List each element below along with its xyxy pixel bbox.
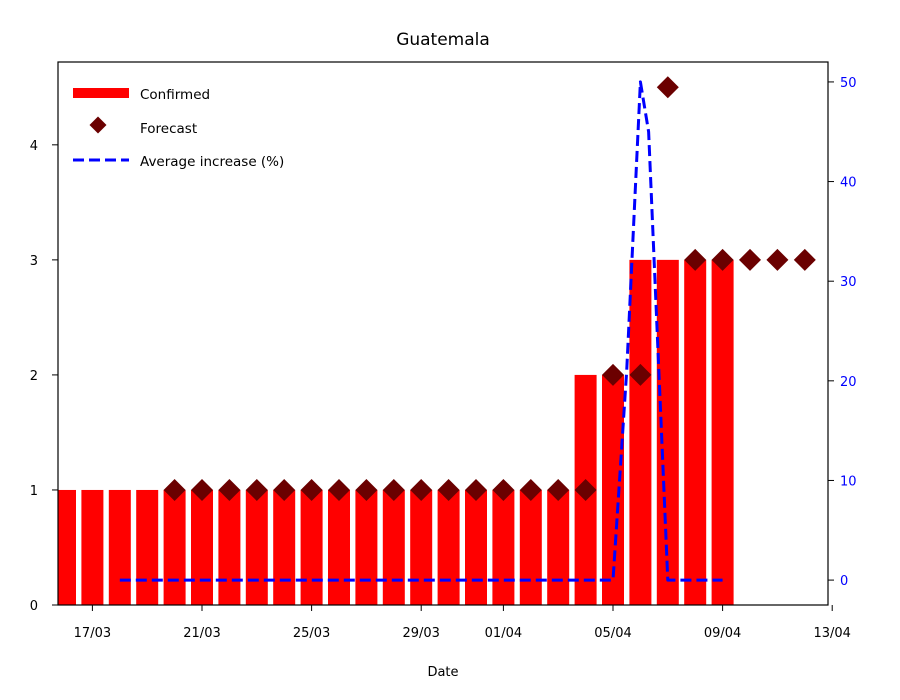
forecast-marker (191, 478, 213, 501)
forecast-markers (163, 76, 816, 501)
forecast-marker (574, 478, 597, 501)
x-axis-label: Date (427, 665, 458, 680)
average-increase-line-group (119, 80, 723, 582)
confirmed-bar (300, 489, 323, 605)
confirmed-bar (81, 489, 104, 605)
confirmed-bar (629, 259, 652, 605)
forecast-marker (410, 478, 433, 501)
forecast-marker (273, 478, 296, 501)
forecast-marker (465, 478, 487, 501)
confirmed-bar (519, 489, 542, 605)
confirmed-bar (191, 489, 213, 605)
confirmed-bar (163, 489, 186, 605)
y-axis-left: 0 1 2 3 4 (30, 139, 58, 614)
average-increase-line (119, 80, 723, 582)
legend-confirmed-label: Confirmed (140, 87, 210, 103)
x-tick-label: 01/04 (485, 626, 522, 641)
legend: Confirmed Forecast Average increase (%) (73, 87, 284, 170)
x-tick-label: 13/04 (813, 626, 850, 641)
forecast-marker (492, 478, 515, 501)
legend-confirmed-swatch (73, 88, 129, 98)
y-tick-label: 2 (30, 369, 38, 384)
confirmed-bar (437, 489, 460, 605)
y2-tick-label: 0 (840, 574, 848, 589)
forecast-marker (711, 248, 734, 271)
confirmed-bar (218, 489, 241, 605)
y2-tick-label: 50 (840, 76, 857, 91)
forecast-marker (602, 363, 624, 386)
y-tick-label: 0 (30, 599, 38, 614)
x-tick-label: 17/03 (74, 626, 111, 641)
confirmed-bar (328, 489, 350, 605)
chart-title: Guatemala (396, 30, 490, 50)
x-axis: 17/03 21/03 25/03 29/03 01/04 05/04 09/04 13/04 (74, 605, 851, 641)
x-tick-label: 09/04 (704, 626, 741, 641)
x-tick-label: 05/04 (594, 626, 631, 641)
y-tick-label: 1 (30, 484, 38, 499)
x-tick-label: 29/03 (402, 626, 439, 641)
forecast-marker (766, 248, 789, 271)
y-axis-right: 0 10 20 30 40 50 (828, 76, 857, 589)
forecast-marker (629, 363, 652, 386)
forecast-marker (656, 76, 679, 99)
y2-tick-label: 10 (840, 474, 857, 489)
forecast-marker (355, 478, 378, 501)
confirmed-bar (684, 259, 707, 605)
confirmed-bar (108, 489, 131, 605)
confirmed-bar (58, 489, 76, 605)
y2-tick-label: 40 (840, 176, 857, 191)
forecast-marker (328, 478, 350, 501)
forecast-marker (519, 478, 542, 501)
forecast-marker (300, 478, 323, 501)
x-tick-label: 25/03 (293, 626, 330, 641)
confirmed-bar (136, 489, 159, 605)
x-tick-label: 21/03 (183, 626, 220, 641)
confirmed-bar (711, 259, 734, 605)
legend-forecast-label: Forecast (140, 121, 197, 137)
confirmed-bar (382, 489, 405, 605)
forecast-marker (218, 478, 241, 501)
forecast-marker (547, 478, 570, 501)
confirmed-bar (656, 259, 679, 605)
confirmed-bars (58, 259, 734, 605)
confirmed-bar (547, 489, 570, 605)
forecast-marker (382, 478, 405, 501)
confirmed-bar (273, 489, 296, 605)
forecast-marker (684, 248, 707, 271)
forecast-marker (163, 478, 186, 501)
confirmed-bar (465, 489, 487, 605)
confirmed-bar (492, 489, 515, 605)
forecast-marker (245, 478, 268, 501)
forecast-marker (437, 478, 460, 501)
forecast-marker (793, 248, 816, 271)
confirmed-bar (410, 489, 433, 605)
y-tick-label: 4 (30, 139, 38, 154)
legend-forecast-marker (89, 116, 107, 134)
confirmed-bar (245, 489, 268, 605)
y2-tick-label: 30 (840, 275, 857, 290)
y-tick-label: 3 (30, 254, 38, 269)
plot-frame (57, 61, 829, 606)
confirmed-bar (355, 489, 378, 605)
legend-average-label: Average increase (%) (140, 154, 284, 170)
forecast-marker (739, 248, 761, 271)
y2-tick-label: 20 (840, 375, 857, 390)
confirmed-bar (602, 374, 624, 605)
